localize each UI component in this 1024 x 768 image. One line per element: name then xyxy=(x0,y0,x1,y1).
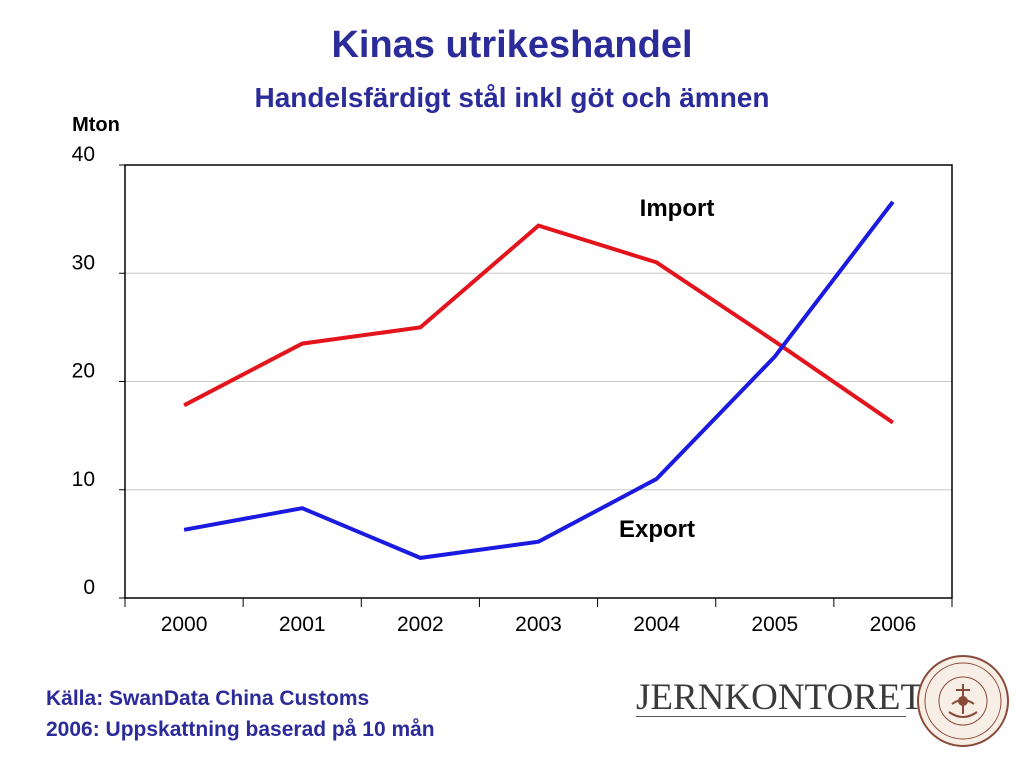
series-label-export: Export xyxy=(619,516,695,543)
series-label-import: Import xyxy=(640,195,715,222)
x-tick-label: 2004 xyxy=(633,613,680,636)
x-tick-label: 2002 xyxy=(397,613,444,636)
y-tick-label: 20 xyxy=(72,360,95,383)
y-tick-label: 30 xyxy=(72,251,95,274)
x-axis: 2000 2001 2002 2003 2004 2005 2006 xyxy=(124,598,953,636)
source-line: Källa: SwanData China Customs xyxy=(46,687,370,710)
chart-subtitle: Handelsfärdigt stål inkl göt och ämnen xyxy=(254,82,770,113)
chart-title: Kinas utrikeshandel xyxy=(331,24,693,66)
source-note: Källa: SwanData China Customs 2006: Upps… xyxy=(46,683,435,745)
series-lines xyxy=(183,200,895,560)
jernkontoret-logo: JERNKONTORET xyxy=(636,677,924,718)
line-chart: 0 10 20 30 40 2000 2001 2002 2003 2004 2005 2006 M… xyxy=(72,114,953,636)
x-tick-label: 2001 xyxy=(279,613,326,636)
grid-lines xyxy=(125,272,952,491)
y-axis: 0 10 20 30 40 xyxy=(72,143,125,599)
series-line-import xyxy=(183,223,895,425)
seal-emblem xyxy=(917,655,1009,747)
estimate-note: 2006: Uppskattning baserad på 10 mån xyxy=(46,718,435,741)
series-line-export xyxy=(183,200,895,560)
x-tick-label: 2003 xyxy=(515,613,562,636)
y-tick-label: 0 xyxy=(83,576,95,599)
x-tick-label: 2005 xyxy=(751,613,798,636)
x-tick-label: 2000 xyxy=(161,613,208,636)
y-tick-label: 10 xyxy=(72,468,95,491)
x-tick-label: 2006 xyxy=(870,613,917,636)
logo-underline xyxy=(636,716,906,717)
y-tick-label: 40 xyxy=(72,143,95,166)
y-axis-unit: Mton xyxy=(72,114,120,136)
